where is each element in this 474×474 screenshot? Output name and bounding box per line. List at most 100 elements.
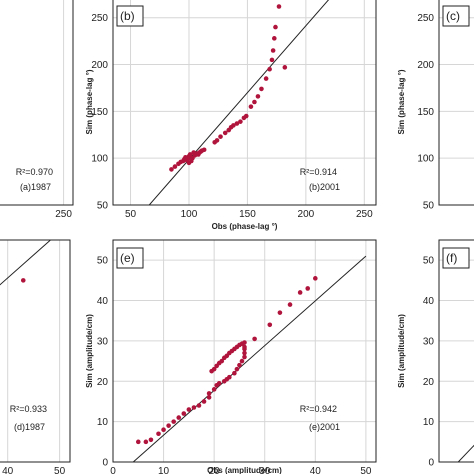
y-tick-label: 250 — [417, 13, 434, 24]
data-point — [148, 437, 154, 443]
data-point — [201, 147, 207, 153]
y-axis-title: Sim (amplitude/cm) — [397, 314, 406, 388]
data-point — [282, 65, 288, 70]
panel-label-box — [116, 247, 144, 269]
x-axis-title: Obs (amplitude/cm) — [207, 466, 282, 474]
panel-label-box — [442, 247, 470, 269]
panel-3: 40 50 R²=0.933 (d)1987 — [0, 239, 71, 474]
data-point — [214, 138, 220, 143]
data-point — [270, 48, 276, 53]
plot-frame — [438, 239, 474, 463]
panel-label: (e) — [120, 251, 135, 265]
data-point — [191, 405, 197, 410]
data-point — [259, 86, 264, 92]
data-point — [272, 36, 277, 41]
panel-note: (e)2001 — [309, 422, 340, 432]
data-point — [206, 395, 212, 400]
data-point — [269, 57, 275, 63]
y-tick-label: 50 — [423, 201, 435, 212]
y-tick-label: 0 — [428, 458, 434, 469]
data-point — [248, 104, 254, 109]
panel-label-box — [442, 5, 470, 27]
data-point — [169, 167, 174, 172]
data-point — [156, 431, 161, 437]
data-point — [135, 439, 141, 445]
data-point — [234, 366, 240, 372]
x-tick-label: 50 — [125, 209, 137, 220]
y-tick-label: 50 — [97, 201, 109, 212]
data-point — [287, 302, 293, 307]
y-tick-label: 100 — [417, 154, 434, 165]
data-point — [277, 310, 283, 315]
panel-2: 50 100 150 200 250 (c) Sim (phase-lag °) — [397, 0, 474, 212]
data-point — [276, 4, 282, 9]
data-point — [234, 121, 240, 126]
panel-note: (a)1987 — [20, 182, 51, 192]
data-point — [219, 358, 225, 364]
x-tick-label: 40 — [2, 466, 14, 474]
data-point — [237, 362, 242, 368]
data-point — [206, 391, 212, 396]
data-point — [313, 276, 318, 281]
panel-4: 0 10 20 30 40 50 0 10 20 30 40 50 (e) R²=0.942 (e)2001… — [85, 239, 377, 474]
panel-1: 50 100 150 200 250 50 100 150 200 250 (b) R²=0.914 (… — [85, 0, 377, 231]
data-point — [239, 358, 245, 364]
data-point — [211, 366, 217, 372]
y-tick-label: 40 — [97, 296, 109, 307]
x-tick-label: 250 — [55, 209, 72, 220]
data-point — [20, 278, 26, 283]
data-point — [201, 399, 207, 404]
data-point — [227, 374, 232, 380]
data-point — [181, 411, 187, 416]
data-point — [273, 24, 278, 30]
y-tick-label: 30 — [97, 336, 109, 347]
x-tick-label: 50 — [360, 466, 372, 474]
data-point — [171, 419, 176, 424]
plot-border — [112, 0, 377, 206]
y-tick-label: 20 — [423, 377, 435, 388]
y-tick-label: 10 — [423, 417, 435, 428]
x-tick-label: 150 — [239, 209, 256, 220]
panel-5: 0 10 20 30 40 50 (f) Sim (amplitude/cm) — [397, 239, 474, 469]
data-point — [252, 336, 257, 342]
y-tick-label: 10 — [97, 417, 109, 428]
data-point — [242, 340, 247, 345]
x-tick-label: 250 — [356, 209, 373, 220]
y-tick-label: 250 — [91, 13, 108, 24]
plot-border — [0, 0, 74, 206]
data-point — [176, 415, 182, 420]
panel-note: (b)2001 — [309, 182, 340, 192]
x-tick-label: 200 — [298, 209, 315, 220]
panel-label: (b) — [120, 9, 135, 23]
data-point — [172, 164, 178, 169]
r-squared-label: R²=0.942 — [300, 404, 337, 414]
data-point — [222, 130, 228, 136]
r-squared-label: R²=0.914 — [300, 167, 337, 177]
panel-label: (c) — [446, 9, 460, 23]
y-tick-label: 200 — [91, 60, 108, 71]
x-tick-label: 30 — [259, 466, 271, 474]
plot-frame — [438, 0, 474, 206]
y-tick-label: 150 — [417, 107, 434, 118]
plot-frame — [112, 0, 377, 206]
data-point — [161, 427, 166, 433]
data-point — [242, 354, 247, 360]
r-squared-label: R²=0.970 — [16, 167, 53, 177]
y-axis-title: Sim (phase-lag °) — [85, 69, 94, 134]
data-point — [216, 380, 222, 386]
data-point — [297, 290, 303, 295]
y-tick-label: 150 — [91, 107, 108, 118]
data-point — [187, 152, 193, 157]
data-point — [166, 423, 171, 428]
data-point — [255, 94, 261, 99]
plot-border — [438, 239, 474, 463]
panel-label-box — [116, 5, 144, 27]
x-axis-title: Obs (phase-lag °) — [212, 222, 278, 231]
r-squared-label: R²=0.933 — [10, 404, 47, 414]
y-tick-label: 20 — [97, 377, 109, 388]
y-tick-label: 40 — [423, 296, 435, 307]
plot-border — [112, 239, 377, 463]
data-point — [263, 76, 269, 81]
x-tick-label: 40 — [310, 466, 322, 474]
